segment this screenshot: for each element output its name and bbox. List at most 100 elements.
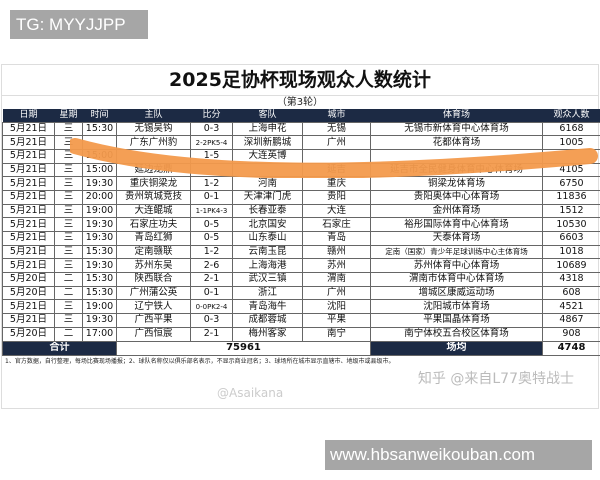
- weekday-cell: 二: [54, 272, 83, 287]
- column-header: 客队: [232, 109, 303, 122]
- stadium-cell: 南宁体校五合校区体育场: [370, 326, 543, 342]
- score-cell: 2-1: [190, 272, 233, 287]
- city-cell: 贵阳: [302, 189, 371, 205]
- watermark-zhihu: 知乎 @来自L77奥特战士: [417, 370, 574, 387]
- watermark-row: 知乎 @来自L77奥特战士 @Asaikana: [2, 368, 598, 404]
- stadium-cell: 增城区康威运动场: [370, 285, 543, 301]
- column-header: 观众人数: [542, 109, 600, 122]
- total-label: 合计: [2, 340, 117, 356]
- attendance-cell: 6750: [542, 176, 600, 191]
- time-cell: [82, 135, 117, 150]
- city-cell: 渭南: [302, 272, 371, 287]
- attendance-cell: 6603: [542, 231, 600, 246]
- watermark-top: TG: MYYJJPP: [10, 10, 148, 39]
- attendance-cell: 1512: [542, 203, 600, 219]
- attendance-cell: 4867: [542, 313, 600, 328]
- home-team-cell: 石家庄功夫: [116, 217, 191, 232]
- stadium-cell: 贵阳奥体中心体育场: [370, 189, 543, 205]
- table-row: 5月21日三 20:00 贵州筑城竞技 0-1 天津津门虎 贵阳 贵阳奥体中心体育场 1183…: [2, 189, 600, 205]
- weekday-cell: 三: [54, 189, 83, 205]
- score-cell: 2-2PK5-4: [190, 135, 233, 150]
- time-cell: 15:30: [82, 121, 117, 137]
- city-cell: 大连: [302, 203, 371, 219]
- weekday-cell: 三: [54, 203, 83, 219]
- score-cell: 0-5: [190, 231, 233, 246]
- away-team-cell: 青岛海牛: [232, 299, 303, 315]
- stadium-cell: 铜梁龙体育场: [370, 176, 543, 191]
- city-cell: 南宁: [302, 326, 371, 342]
- city-cell: 石家庄: [302, 217, 371, 232]
- home-team-cell: 辽宁铁人: [116, 299, 191, 315]
- stadium-cell: 沈阳城市体育场: [370, 299, 543, 315]
- date-cell: 5月21日: [2, 258, 55, 274]
- attendance-cell: 608: [542, 285, 600, 301]
- total-value: 75961: [116, 340, 371, 356]
- date-cell: 5月21日: [2, 231, 55, 246]
- attendance-cell: 4521: [542, 299, 600, 315]
- away-team-cell: [232, 162, 303, 178]
- city-cell: 沈阳: [302, 299, 371, 315]
- weekday-cell: 二: [54, 285, 83, 301]
- date-cell: 5月21日: [2, 313, 55, 328]
- date-cell: 5月21日: [2, 176, 55, 191]
- time-cell: 15:30: [82, 272, 117, 287]
- attendance-cell: 4105: [542, 162, 600, 178]
- stadium-cell: 裕彤国际体育中心体育场: [370, 217, 543, 232]
- stadium-cell: [370, 148, 543, 164]
- table-header: 日期 星期 时间 主队 比分 客队 城市 体育场 观众人数: [2, 109, 600, 122]
- home-team-cell: 陕西联合: [116, 272, 191, 287]
- city-cell: 延吉: [302, 162, 371, 178]
- away-team-cell: 上海申花: [232, 121, 303, 137]
- city-cell: 广州: [302, 285, 371, 301]
- weekday-cell: 三: [54, 135, 83, 150]
- score-cell: 0-0PK2-4: [190, 299, 233, 315]
- date-cell: 5月21日: [2, 135, 55, 150]
- home-team-cell: 无锡吴钩: [116, 121, 191, 137]
- table-row: 5月21日三 15:00 延边龙鼎 延吉 延吉市全民健身体育中心体育场 4105: [2, 162, 600, 178]
- home-team-cell: 贵州筑城竞技: [116, 189, 191, 205]
- score-cell: 0-3: [190, 313, 233, 328]
- score-cell: 1-2: [190, 176, 233, 191]
- weekday-cell: 二: [54, 326, 83, 342]
- date-cell: 5月21日: [2, 189, 55, 205]
- away-team-cell: 大连英博: [232, 148, 303, 164]
- table-row: 5月21日三 19:00 辽宁铁人 0-0PK2-4 青岛海牛 沈阳 沈阳城市体育场 4521: [2, 299, 600, 315]
- home-team-cell: 广西恒宸: [116, 326, 191, 342]
- away-team-cell: 上海海港: [232, 258, 303, 274]
- table-row: 5月21日三 15:30 定南赣联 1-2 云南玉昆 赣州 定南（国家）青少年足球训练中心主…: [2, 244, 600, 260]
- table-row: 5月21日三 15:00 1-5 大连英博: [2, 148, 600, 164]
- table-row: 5月21日三 19:30 广西平果 0-3 成都蓉城 平果 平果国晶体育场 4867: [2, 313, 600, 328]
- home-team-cell: 延边龙鼎: [116, 162, 191, 178]
- stadium-cell: 延吉市全民健身体育中心体育场: [370, 162, 543, 178]
- attendance-cell: 11836: [542, 189, 600, 205]
- column-header: 星期: [54, 109, 83, 122]
- time-cell: 15:00: [82, 148, 117, 164]
- table-row: 5月21日三 19:30 苏州东吴 2-6 上海海港 苏州 苏州体育中心体育场 10689: [2, 258, 600, 274]
- away-team-cell: 长春亚泰: [232, 203, 303, 219]
- weekday-cell: 三: [54, 244, 83, 260]
- home-team-cell: 定南赣联: [116, 244, 191, 260]
- time-cell: 17:00: [82, 326, 117, 342]
- table-row: 5月21日三 19:30 石家庄功夫 0-5 北京国安 石家庄 裕彤国际体育中心体育场 105…: [2, 217, 600, 232]
- away-team-cell: 北京国安: [232, 217, 303, 232]
- footnote: 1、官方数据，自行整理，每场比赛现场播报；2、球队名称仅以俱乐部名表示，不显示商…: [5, 357, 395, 365]
- weekday-cell: 三: [54, 148, 83, 164]
- average-value: 4748: [542, 340, 600, 356]
- away-team-cell: 深圳新鹏城: [232, 135, 303, 150]
- away-team-cell: 天津津门虎: [232, 189, 303, 205]
- stadium-cell: 无锡市新体育中心体育场: [370, 121, 543, 137]
- table-row: 5月20日二 15:30 广州蒲公英 0-1 浙江 广州 增城区康威运动场 608: [2, 285, 600, 301]
- date-cell: 5月20日: [2, 285, 55, 301]
- attendance-cell: 1018: [542, 244, 600, 260]
- weekday-cell: 三: [54, 299, 83, 315]
- weekday-cell: 三: [54, 217, 83, 232]
- stadium-cell: 花都体育场: [370, 135, 543, 150]
- city-cell: 苏州: [302, 258, 371, 274]
- score-cell: 2-1: [190, 326, 233, 342]
- away-team-cell: 成都蓉城: [232, 313, 303, 328]
- column-header: 城市: [302, 109, 371, 122]
- column-header: 时间: [82, 109, 117, 122]
- column-header: 日期: [2, 109, 55, 122]
- home-team-cell: 苏州东吴: [116, 258, 191, 274]
- stadium-cell: 苏州体育中心体育场: [370, 258, 543, 274]
